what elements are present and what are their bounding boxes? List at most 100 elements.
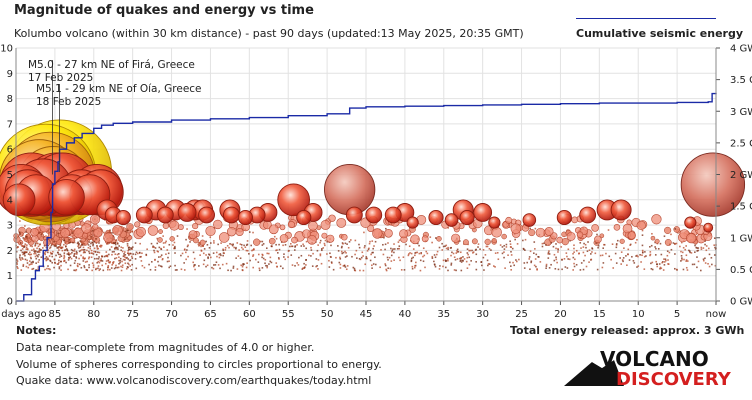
quake-dot [90, 214, 101, 225]
quake-dot [16, 260, 19, 262]
quake-dot [116, 242, 119, 244]
quake-dot [411, 267, 414, 270]
quake-dot [241, 269, 244, 272]
quake-dot [115, 239, 118, 241]
quake-dot [107, 266, 109, 269]
quake-dot [129, 259, 132, 261]
quake-dot [73, 269, 75, 272]
quake-dot [243, 244, 245, 247]
quake-dot [442, 245, 445, 248]
quake-dot [152, 245, 154, 248]
quake-dot [128, 252, 131, 255]
quake-dot [569, 239, 571, 242]
quake-dot [36, 251, 39, 253]
quake-dot [108, 230, 111, 232]
quake-dot [660, 253, 663, 256]
quake-dot [73, 227, 84, 238]
quake-dot [411, 265, 414, 268]
quake-dot [92, 229, 94, 232]
quake-dot [245, 249, 248, 252]
quake-dot [414, 252, 416, 254]
quake-dot [364, 245, 366, 247]
volcanodiscovery-logo[interactable]: VOLCANO DISCOVERY [562, 347, 742, 396]
quake-dot [547, 257, 550, 259]
quake-dot [602, 247, 605, 249]
quake-dot [393, 259, 395, 261]
quake-dot [595, 242, 597, 244]
quake-dot [93, 247, 96, 250]
quake-dot [66, 249, 69, 252]
quake-dot [239, 257, 242, 260]
quake-dot [641, 229, 644, 232]
quake-dot [58, 256, 61, 259]
quake-dot [637, 255, 639, 258]
quake-dot [21, 234, 24, 236]
quake-dot [450, 262, 453, 265]
quake-dot [503, 251, 505, 253]
y-right-tick-label: 3.5 GW [730, 75, 752, 86]
quake-dot [166, 260, 169, 263]
quake-dot [257, 253, 260, 256]
quake-dot [157, 237, 163, 243]
quake-dot [576, 231, 584, 238]
quake-dot [73, 241, 76, 244]
quake-dot [536, 268, 538, 271]
quake-dot [535, 253, 538, 256]
quake-sphere [115, 209, 131, 226]
quake-dot [714, 246, 716, 249]
quake-dot [465, 260, 468, 263]
quake-dot [596, 268, 599, 271]
quake-dot [134, 253, 137, 256]
quake-dot [311, 265, 314, 267]
quake-dot [156, 242, 159, 245]
quake-dot [70, 248, 73, 251]
quake-dot [303, 262, 305, 265]
quake-dot [209, 236, 212, 239]
quake-dot [60, 269, 62, 271]
quake-dot [162, 222, 170, 229]
quake-dot [507, 254, 509, 257]
quake-dot [138, 251, 141, 254]
quake-dot [663, 261, 666, 263]
quake-dot [696, 250, 699, 252]
quake-dot [547, 251, 550, 254]
quake-dot [35, 257, 38, 260]
quake-dot [40, 249, 43, 251]
quake-dot [90, 236, 92, 238]
quake-dot [49, 260, 52, 263]
quake-sphere [365, 206, 383, 224]
quake-dot [51, 261, 53, 264]
x-tick-label: 60 [243, 309, 256, 320]
quake-dot [122, 258, 125, 261]
quake-dot [81, 248, 83, 251]
quake-dot [76, 251, 78, 254]
quake-dot [129, 231, 132, 234]
quake-dot [240, 264, 242, 267]
quake-dot [250, 244, 252, 247]
quake-dot [344, 256, 347, 258]
quake-dot [73, 237, 76, 240]
quake-dot [541, 242, 544, 245]
quake-dot [111, 264, 114, 266]
quake-dot [80, 241, 83, 243]
quake-dot [123, 253, 125, 255]
quake-dot [115, 264, 117, 267]
quake-dot [54, 243, 57, 245]
quake-dot [210, 256, 212, 259]
quake-dot [38, 249, 40, 252]
quake-dot [301, 268, 304, 270]
quake-dot [264, 262, 266, 265]
quake-dot [18, 256, 21, 258]
quake-dot [408, 245, 411, 248]
quake-dot [161, 265, 163, 268]
quake-dot [27, 240, 30, 242]
quake-dot [382, 253, 385, 256]
quake-dot [93, 257, 96, 260]
quake-dot [30, 253, 33, 256]
quake-dot [321, 249, 323, 252]
quake-dot [157, 260, 159, 263]
quake-dot [339, 267, 342, 269]
quake-dot [681, 251, 684, 254]
quake-dot [174, 264, 176, 267]
quake-dot [400, 269, 403, 271]
